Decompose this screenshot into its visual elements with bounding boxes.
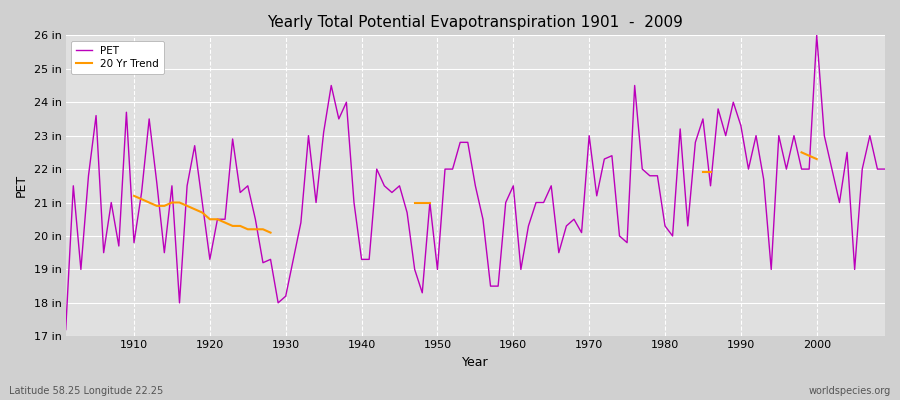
20 Yr Trend [220,220,230,225]
PET [811,33,822,38]
20 Yr Trend [257,227,268,232]
20 Yr Trend [129,194,140,198]
20 Yr Trend [212,217,223,222]
PET [500,200,511,205]
20 Yr Trend [197,210,208,215]
Text: worldspecies.org: worldspecies.org [809,386,891,396]
Legend: PET, 20 Yr Trend: PET, 20 Yr Trend [71,40,164,74]
20 Yr Trend [144,200,155,205]
Y-axis label: PET: PET [15,174,28,197]
20 Yr Trend [151,204,162,208]
20 Yr Trend [235,224,246,228]
PET [121,110,131,115]
PET [333,116,344,121]
PET [879,167,890,172]
20 Yr Trend [166,200,177,205]
PET [60,327,71,332]
20 Yr Trend [204,217,215,222]
PET [288,257,299,262]
Title: Yearly Total Potential Evapotranspiration 1901  -  2009: Yearly Total Potential Evapotranspiratio… [267,15,683,30]
PET [598,157,609,162]
20 Yr Trend [266,230,276,235]
20 Yr Trend [227,224,238,228]
PET [508,184,518,188]
20 Yr Trend [159,204,170,208]
X-axis label: Year: Year [462,356,489,369]
Line: PET: PET [66,35,885,330]
Text: Latitude 58.25 Longitude 22.25: Latitude 58.25 Longitude 22.25 [9,386,163,396]
20 Yr Trend [250,227,261,232]
Line: 20 Yr Trend: 20 Yr Trend [134,196,271,233]
20 Yr Trend [182,204,193,208]
20 Yr Trend [136,197,147,202]
20 Yr Trend [189,207,200,212]
20 Yr Trend [242,227,253,232]
20 Yr Trend [174,200,184,205]
